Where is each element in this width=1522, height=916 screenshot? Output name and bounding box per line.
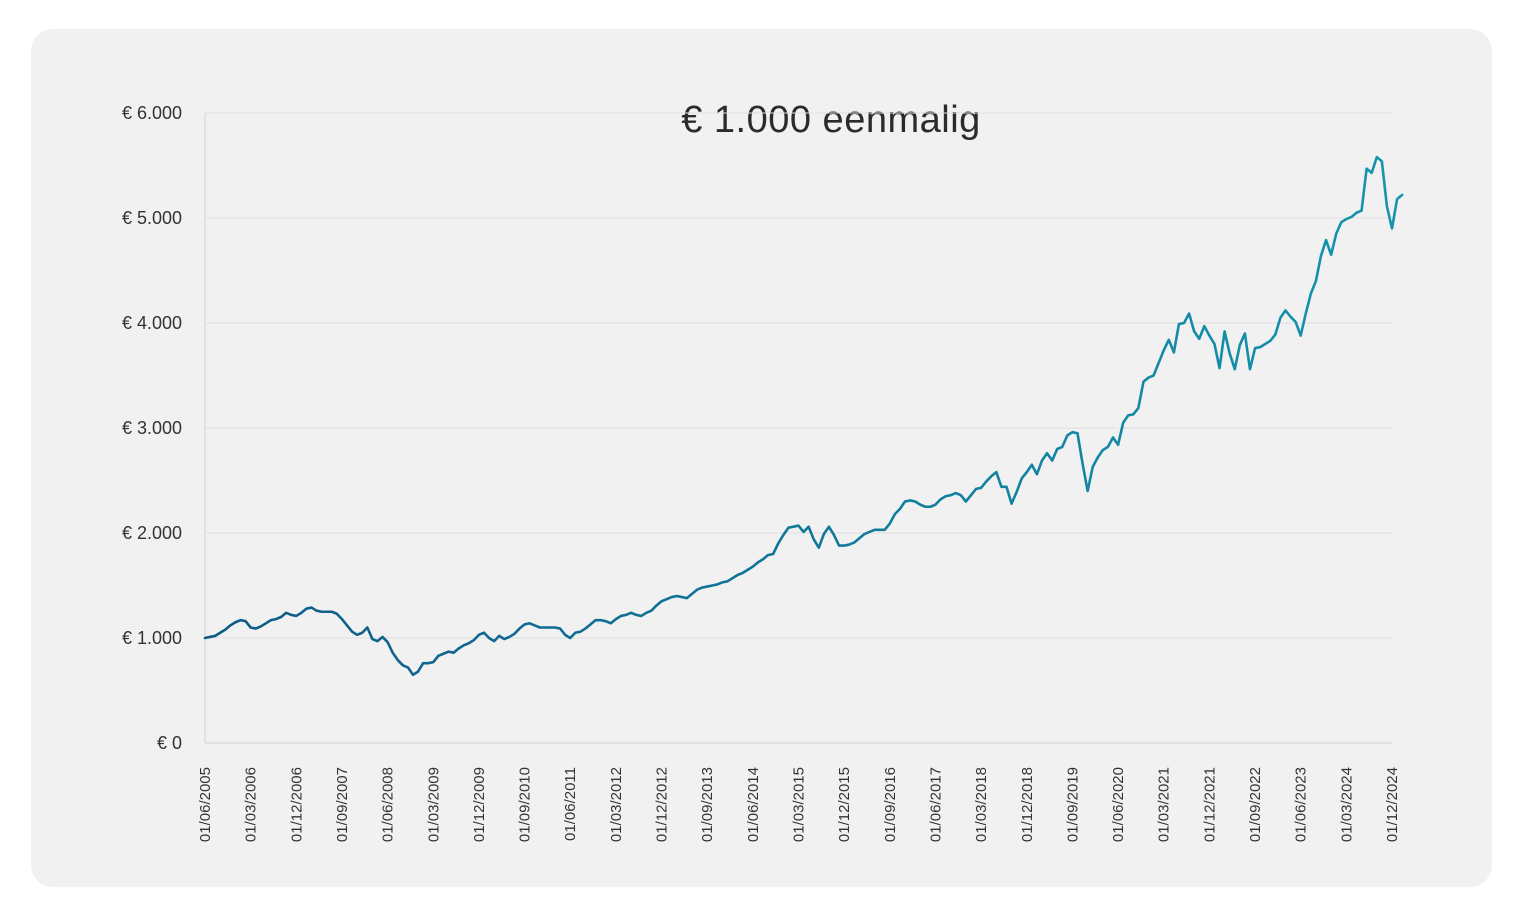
x-tick-label: 01/12/2009	[471, 767, 488, 842]
x-tick-label: 01/03/2018	[973, 767, 990, 842]
x-tick-label: 01/09/2019	[1064, 767, 1081, 842]
x-tick-label: 01/12/2018	[1019, 767, 1036, 842]
x-tick-label: 01/12/2012	[654, 767, 671, 842]
x-tick-label: 01/06/2005	[197, 767, 214, 842]
x-tick-label: 01/06/2008	[380, 767, 397, 842]
x-tick-label: 01/06/2020	[1110, 767, 1127, 842]
y-axis-ticks: € 0 € 1.000 € 2.000 € 3.000 € 4.000 € 5.000 € …	[122, 103, 182, 753]
x-tick-label: 01/06/2014	[745, 767, 762, 842]
x-tick-label: 01/03/2024	[1338, 767, 1355, 842]
x-tick-label: 01/09/2010	[517, 767, 534, 842]
x-tick-label: 01/03/2021	[1156, 767, 1173, 842]
y-tick-label: € 1.000	[122, 628, 182, 648]
series-layer	[203, 155, 1404, 677]
x-tick-label: 01/03/2009	[425, 767, 442, 842]
x-tick-label: 01/09/2016	[882, 767, 899, 842]
x-axis-ticks: 01/06/2005 01/03/2006 01/12/2006 01/09/2007…	[197, 767, 1401, 842]
x-tick-label: 01/12/2021	[1201, 767, 1218, 842]
x-tick-label: 01/06/2023	[1293, 767, 1310, 842]
y-tick-label: € 0	[157, 733, 182, 753]
x-tick-label: 01/06/2017	[927, 767, 944, 842]
chart-card: € 1.000 eenmalig	[31, 29, 1492, 887]
x-tick-label: 01/12/2024	[1384, 767, 1401, 842]
x-tick-label: 01/03/2015	[791, 767, 808, 842]
x-tick-label: 01/03/2012	[608, 767, 625, 842]
y-tick-label: € 3.000	[122, 418, 182, 438]
y-tick-label: € 4.000	[122, 313, 182, 333]
grid-lines	[205, 112, 1392, 639]
chart-title: € 1.000 eenmalig	[681, 99, 981, 141]
x-tick-label: 01/09/2022	[1247, 767, 1264, 842]
x-tick-label: 01/12/2006	[288, 767, 305, 842]
y-tick-label: € 6.000	[122, 103, 182, 123]
series-line-0	[203, 155, 1404, 677]
x-tick-label: 01/03/2006	[243, 767, 260, 842]
x-tick-label: 01/12/2015	[836, 767, 853, 842]
y-tick-label: € 5.000	[122, 208, 182, 228]
x-tick-label: 01/09/2013	[699, 767, 716, 842]
x-tick-label: 01/06/2011	[562, 767, 579, 841]
x-tick-label: 01/09/2007	[334, 767, 351, 842]
y-tick-label: € 2.000	[122, 523, 182, 543]
